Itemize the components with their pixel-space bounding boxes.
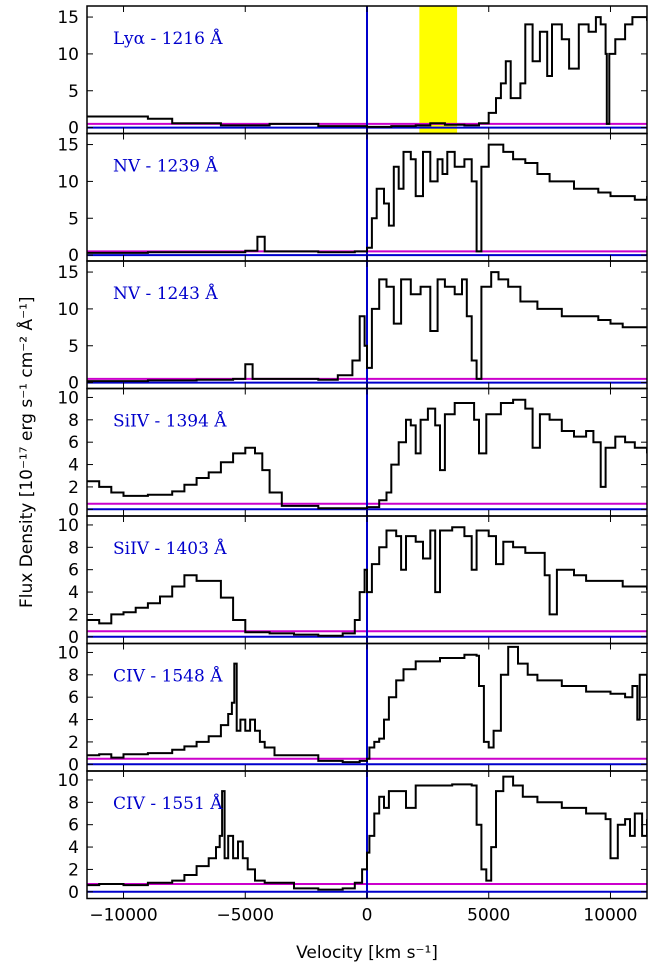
y-tick-label: 6: [68, 561, 79, 581]
panel-label: CIV - 1548 Å: [113, 666, 223, 687]
x-axis-label: Velocity [km s⁻¹]: [296, 943, 438, 963]
y-tick-label: 6: [68, 688, 79, 708]
x-tick-label: −5000: [217, 906, 275, 926]
y-tick-label: 5: [68, 209, 79, 229]
y-tick-label: 2: [68, 733, 79, 753]
y-tick-label: 0: [68, 374, 79, 394]
y-tick-label: 0: [68, 755, 79, 775]
y-tick-label: 10: [57, 300, 79, 320]
y-tick-label: 10: [57, 45, 79, 65]
panel-label: NV - 1239 Å: [113, 156, 218, 177]
panel-4: 0 246 810 SiIV - 1403 Å: [57, 515, 648, 648]
panel-label: CIV - 1551 Å: [113, 793, 223, 814]
panels-group: 0 5 10 15 Lyα - 1216 Å 0 5 10 15 NV - 1239 Å 0 5 10 1…: [57, 5, 648, 926]
x-tick-label: −10000: [89, 906, 157, 926]
flux-spectrum: [87, 526, 647, 637]
panel-label: NV - 1243 Å: [113, 283, 218, 304]
y-tick-label: 8: [68, 538, 79, 558]
flux-spectrum: [87, 775, 647, 891]
y-tick-label: 8: [68, 793, 79, 813]
highlight-band: [419, 6, 458, 134]
y-tick-label: 5: [68, 337, 79, 357]
flux-spectrum: [87, 16, 647, 128]
y-tick-label: 8: [68, 411, 79, 431]
y-tick-label: 15: [57, 136, 79, 156]
y-tick-label: 0: [68, 628, 79, 648]
x-tick-label: 10000: [583, 906, 637, 926]
flux-spectrum: [87, 143, 647, 254]
panel-label: SiIV - 1394 Å: [113, 411, 227, 432]
y-tick-label: 0: [68, 500, 79, 520]
flux-spectrum: [87, 271, 647, 383]
y-tick-label: 10: [57, 388, 79, 408]
y-tick-label: 0: [68, 246, 79, 266]
y-tick-label: 4: [68, 838, 79, 858]
y-tick-label: 5: [68, 82, 79, 102]
y-tick-label: 4: [68, 583, 79, 603]
y-tick-label: 15: [57, 263, 79, 283]
y-tick-label: 2: [68, 605, 79, 625]
y-tick-label: 4: [68, 456, 79, 476]
panel-1: 0 5 10 15 NV - 1239 Å: [57, 132, 648, 266]
flux-spectrum: [87, 645, 647, 764]
y-tick-label: 0: [68, 119, 79, 139]
panel-2: 0 5 10 15 NV - 1243 Å: [57, 260, 648, 394]
panel-label: Lyα - 1216 Å: [113, 28, 223, 49]
flux-spectrum: [87, 398, 647, 510]
y-axis-label: Flux Density [10⁻¹⁷ erg s⁻¹ cm⁻² Å⁻¹]: [15, 296, 37, 608]
panel-6: 0 246 810 CIV - 1551 Å: [57, 770, 648, 903]
y-tick-label: 2: [68, 860, 79, 880]
panel-3: 024 68 10 SiIV - 1394 Å: [57, 387, 648, 520]
y-tick-label: 10: [57, 771, 79, 791]
y-tick-label: 2: [68, 478, 79, 498]
y-tick-label: 6: [68, 433, 79, 453]
y-tick-label: 0: [68, 883, 79, 903]
x-tick-label: 0: [362, 906, 373, 926]
panel-0: 0 5 10 15 Lyα - 1216 Å: [57, 5, 648, 139]
y-tick-label: 8: [68, 666, 79, 686]
y-tick-label: 10: [57, 643, 79, 663]
y-tick-label: 10: [57, 516, 79, 536]
y-tick-label: 4: [68, 711, 79, 731]
y-tick-label: 6: [68, 816, 79, 836]
x-tick-label: 5000: [467, 906, 510, 926]
panel-5: 024 68 10 CIV - 1548 Å: [57, 642, 648, 775]
y-tick-label: 10: [57, 172, 79, 192]
panel-label: SiIV - 1403 Å: [113, 538, 227, 559]
y-tick-label: 15: [57, 8, 79, 28]
